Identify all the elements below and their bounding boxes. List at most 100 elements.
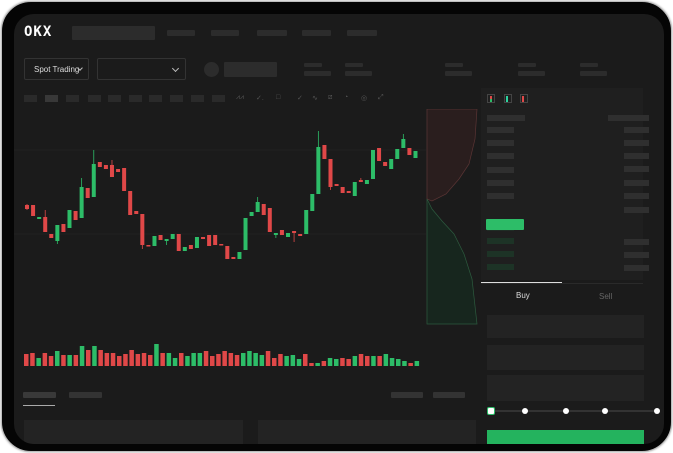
stat-label (445, 63, 463, 67)
interval-button[interactable] (129, 95, 142, 102)
interval-button[interactable] (88, 95, 101, 102)
volume-bar (216, 354, 221, 366)
candle-body (413, 151, 418, 158)
amount-input[interactable] (487, 345, 644, 370)
candle-body (328, 159, 333, 187)
buy-button[interactable] (487, 430, 644, 444)
candle-body (407, 148, 412, 155)
orders-card (24, 420, 243, 444)
slider-handle[interactable] (487, 407, 495, 415)
order-amount (624, 252, 649, 258)
amount-slider[interactable] (491, 410, 657, 412)
pair-dropdown[interactable] (97, 58, 186, 80)
volume-bar (36, 358, 41, 366)
interval-button[interactable] (45, 95, 58, 102)
slider-step[interactable] (602, 408, 608, 414)
volume-bar (234, 355, 240, 366)
bottom-action[interactable] (391, 392, 423, 398)
tab-order-history[interactable] (69, 392, 102, 398)
volume-bar (185, 356, 190, 366)
ask-price[interactable] (487, 140, 514, 146)
volume-bar (334, 359, 339, 366)
volume-bar (86, 350, 91, 366)
trading-mode-dropdown[interactable]: Spot Trading (24, 58, 89, 80)
volume-bar (228, 353, 234, 366)
volume-bar (166, 353, 172, 366)
candle-body (292, 231, 297, 233)
volume-bar (408, 363, 413, 366)
bid-price[interactable] (487, 238, 514, 244)
chevron-down-icon[interactable]: ✓ (297, 95, 303, 102)
candle-body (219, 244, 224, 246)
slider-step[interactable] (563, 408, 569, 414)
settings-icon[interactable]: □ (276, 94, 281, 101)
candlestick-chart[interactable] (14, 109, 479, 374)
candle-body (85, 188, 90, 198)
interval-button[interactable] (66, 95, 79, 102)
interval-button[interactable] (170, 95, 183, 102)
ruler-icon[interactable]: ⧄ (328, 94, 333, 101)
screenshot-icon[interactable]: ◔ (344, 94, 349, 101)
interval-button[interactable] (191, 95, 204, 102)
stat-value (304, 71, 331, 76)
tab-open-orders[interactable] (23, 392, 56, 398)
volume-bar (259, 355, 265, 366)
ask-price[interactable] (487, 180, 514, 186)
candle-body (116, 169, 121, 172)
volume-bar (284, 356, 289, 366)
price-input[interactable] (487, 315, 644, 338)
orderbook-asks-icon[interactable] (520, 94, 528, 103)
volume-bar (55, 351, 60, 366)
volume-bar (247, 351, 252, 366)
bottom-action[interactable] (433, 392, 465, 398)
nav-item[interactable] (347, 30, 377, 36)
total-input[interactable] (487, 375, 644, 401)
interval-button[interactable] (149, 95, 162, 102)
nav-item[interactable] (302, 30, 331, 36)
candle-body (91, 164, 96, 197)
okx-logo[interactable]: OKX (24, 24, 53, 40)
volume-bar (327, 358, 333, 366)
orderbook-bids-icon[interactable] (504, 94, 512, 103)
candle-body (134, 211, 139, 214)
nav-item[interactable] (167, 30, 195, 36)
fullscreen-icon[interactable]: ⤢ (378, 94, 384, 101)
interval-button[interactable] (212, 95, 225, 102)
nav-item[interactable] (211, 30, 239, 36)
candle-body (249, 212, 254, 216)
candle-body (273, 233, 278, 235)
volume-bar (197, 353, 203, 366)
trading-screen: OKX Spot Trading ⩘⩘ ✓. □ ✓ ∿ ⧄ ◔ (14, 14, 664, 444)
volume-bar (296, 359, 302, 366)
trading-mode-label: Spot Trading (34, 64, 80, 74)
search-bar[interactable] (72, 26, 155, 40)
indicator-icon[interactable]: ⩘⩘ (236, 94, 244, 101)
bid-price[interactable] (487, 251, 514, 257)
buy-tab-underline (481, 282, 562, 283)
ask-price[interactable] (487, 193, 514, 199)
chart-type-icon[interactable]: ✓. (256, 95, 264, 102)
volume-bar (191, 353, 196, 366)
slider-step[interactable] (654, 408, 660, 414)
target-icon[interactable]: ◎ (361, 95, 368, 102)
ask-price[interactable] (487, 127, 514, 133)
candle-body (255, 202, 260, 212)
line-tool-icon[interactable]: ∿ (312, 95, 318, 102)
volume-bar (104, 353, 110, 366)
volume-bar (241, 353, 246, 366)
ask-price[interactable] (487, 167, 514, 173)
candle-body (194, 237, 199, 248)
tab-buy[interactable]: Buy (516, 291, 530, 300)
bid-price[interactable] (487, 264, 514, 270)
candle-body (164, 239, 169, 241)
tab-sell[interactable]: Sell (599, 292, 613, 301)
volume-bar (67, 355, 72, 366)
interval-button[interactable] (108, 95, 121, 102)
slider-step[interactable] (522, 408, 528, 414)
interval-button[interactable] (24, 95, 37, 102)
candle-body (316, 147, 321, 194)
orderbook-both-icon[interactable] (487, 94, 495, 103)
nav-item[interactable] (257, 30, 287, 36)
candle-body (279, 230, 284, 235)
ask-price[interactable] (487, 153, 514, 159)
